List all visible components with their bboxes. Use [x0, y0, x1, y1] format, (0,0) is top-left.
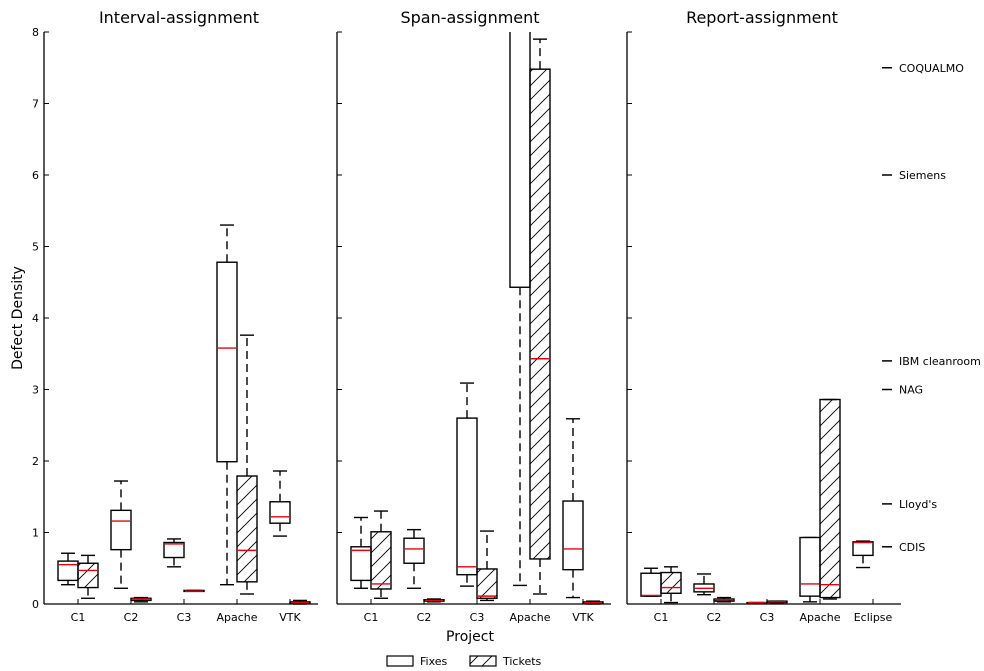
boxes — [640, 398, 874, 605]
x-tick-label: C1 — [654, 611, 669, 624]
box-tickets-c1 — [660, 566, 682, 604]
panel-2: Span-assignment C1 C2 C3 Apache VTK — [336, 8, 611, 624]
y-tick-label: 4 — [32, 312, 39, 325]
reference-label: IBM cleanroom — [899, 355, 981, 368]
y-tick-label: 3 — [32, 384, 39, 397]
box-tickets-apache — [236, 334, 258, 595]
reference-label: Lloyd's — [899, 498, 937, 511]
panel-3: Report-assignment C1 C2 C3 Apache Eclipse — [626, 8, 901, 624]
iqr-box — [660, 571, 682, 594]
x-tick-label: C3 — [470, 611, 485, 624]
box-fixes-eclipse — [852, 540, 874, 569]
box-fixes-c1 — [640, 567, 662, 597]
box-tickets-c3 — [766, 600, 788, 604]
box-fixes-vtk — [562, 418, 584, 599]
box-tickets-c2 — [713, 596, 735, 603]
box-fixes-c2 — [693, 573, 715, 596]
x-tick-label: C2 — [124, 611, 139, 624]
x-tick-label: C1 — [71, 611, 86, 624]
box-tickets-c3 — [476, 530, 498, 602]
y-tick-label: 8 — [32, 26, 39, 39]
box-tickets-vtk — [289, 599, 311, 605]
box-fixes-apache — [216, 224, 238, 586]
x-axis-label: Project — [446, 629, 494, 645]
box-tickets-c1 — [77, 554, 99, 599]
y-axis-label: Defect Density — [10, 266, 26, 370]
y-tick-label: 2 — [32, 455, 39, 468]
iqr-box — [370, 531, 392, 590]
panel-1: Interval-assignment 0 1 2 3 4 5 6 7 8 C1 C2 C3 Apache… — [32, 8, 318, 624]
iqr-box — [216, 261, 238, 463]
reference-label: COQUALMO — [899, 62, 964, 75]
boxes — [350, 32, 604, 605]
x-tick-label: Apache — [509, 611, 550, 624]
reference-label: CDIS — [899, 541, 925, 554]
iqr-box — [350, 546, 372, 582]
x-tick-label: Apache — [799, 611, 840, 624]
legend-label-tickets: Tickets — [502, 655, 542, 668]
iqr-box — [456, 417, 478, 576]
x-tick-label: Apache — [216, 611, 257, 624]
box-tickets-apache — [819, 398, 841, 600]
box-fixes-c3 — [163, 538, 185, 568]
iqr-box — [852, 541, 874, 557]
reference-label: Siemens — [899, 169, 946, 182]
iqr-box — [509, 32, 531, 288]
reference-label: NAG — [899, 384, 923, 397]
x-tick-label: C2 — [707, 611, 722, 624]
legend-swatch-tickets — [469, 655, 497, 667]
iqr-box — [476, 568, 498, 599]
box-fixes-vtk — [269, 470, 291, 537]
box-tickets-vtk — [582, 600, 604, 605]
iqr-box — [110, 509, 132, 551]
box-fixes-c3 — [456, 382, 478, 587]
legend-swatch-fixes — [386, 655, 414, 667]
iqr-box — [403, 537, 425, 564]
legend-label-fixes: Fixes — [420, 655, 448, 668]
box-fixes-c1 — [57, 552, 79, 586]
box-fixes-c3 — [746, 601, 768, 605]
iqr-box — [269, 501, 291, 524]
box-tickets-c3 — [183, 589, 205, 593]
iqr-box — [819, 398, 841, 599]
iqr-box — [163, 541, 185, 559]
iqr-box — [640, 572, 662, 597]
y-tick-label: 1 — [32, 527, 39, 540]
x-tick-label: C3 — [760, 611, 775, 624]
panel-title: Report-assignment — [686, 8, 838, 27]
y-tick-label: 7 — [32, 98, 39, 111]
box-fixes-c2 — [403, 528, 425, 589]
x-tick-label: C1 — [364, 611, 379, 624]
box-tickets-apache — [529, 38, 551, 595]
x-tick-label: VTK — [279, 611, 301, 624]
iqr-box — [562, 500, 584, 571]
box-fixes-apache — [509, 32, 531, 587]
y-tick-label: 0 — [32, 598, 39, 611]
y-tick-label: 5 — [32, 241, 39, 254]
box-tickets-c2 — [130, 596, 152, 603]
y-tick-label: 6 — [32, 169, 39, 182]
panel-title: Interval-assignment — [99, 8, 259, 27]
iqr-box — [529, 68, 551, 560]
iqr-box — [799, 536, 821, 597]
x-tick-label: C2 — [417, 611, 432, 624]
x-tick-label: C3 — [177, 611, 192, 624]
iqr-box — [236, 475, 258, 583]
x-tick-label: VTK — [572, 611, 594, 624]
iqr-box — [77, 562, 99, 589]
panel-title: Span-assignment — [400, 8, 539, 27]
box-fixes-apache — [799, 536, 821, 603]
x-tick-label: Eclipse — [854, 611, 893, 624]
box-tickets-c1 — [370, 510, 392, 599]
boxes — [57, 224, 311, 605]
reference-lines: COQUALMO Siemens IBM cleanroom NAG Lloyd's CD… — [882, 62, 981, 554]
box-fixes-c1 — [350, 516, 372, 589]
box-tickets-c2 — [423, 598, 445, 603]
box-fixes-c2 — [110, 480, 132, 589]
legend: Fixes Tickets — [386, 655, 542, 668]
